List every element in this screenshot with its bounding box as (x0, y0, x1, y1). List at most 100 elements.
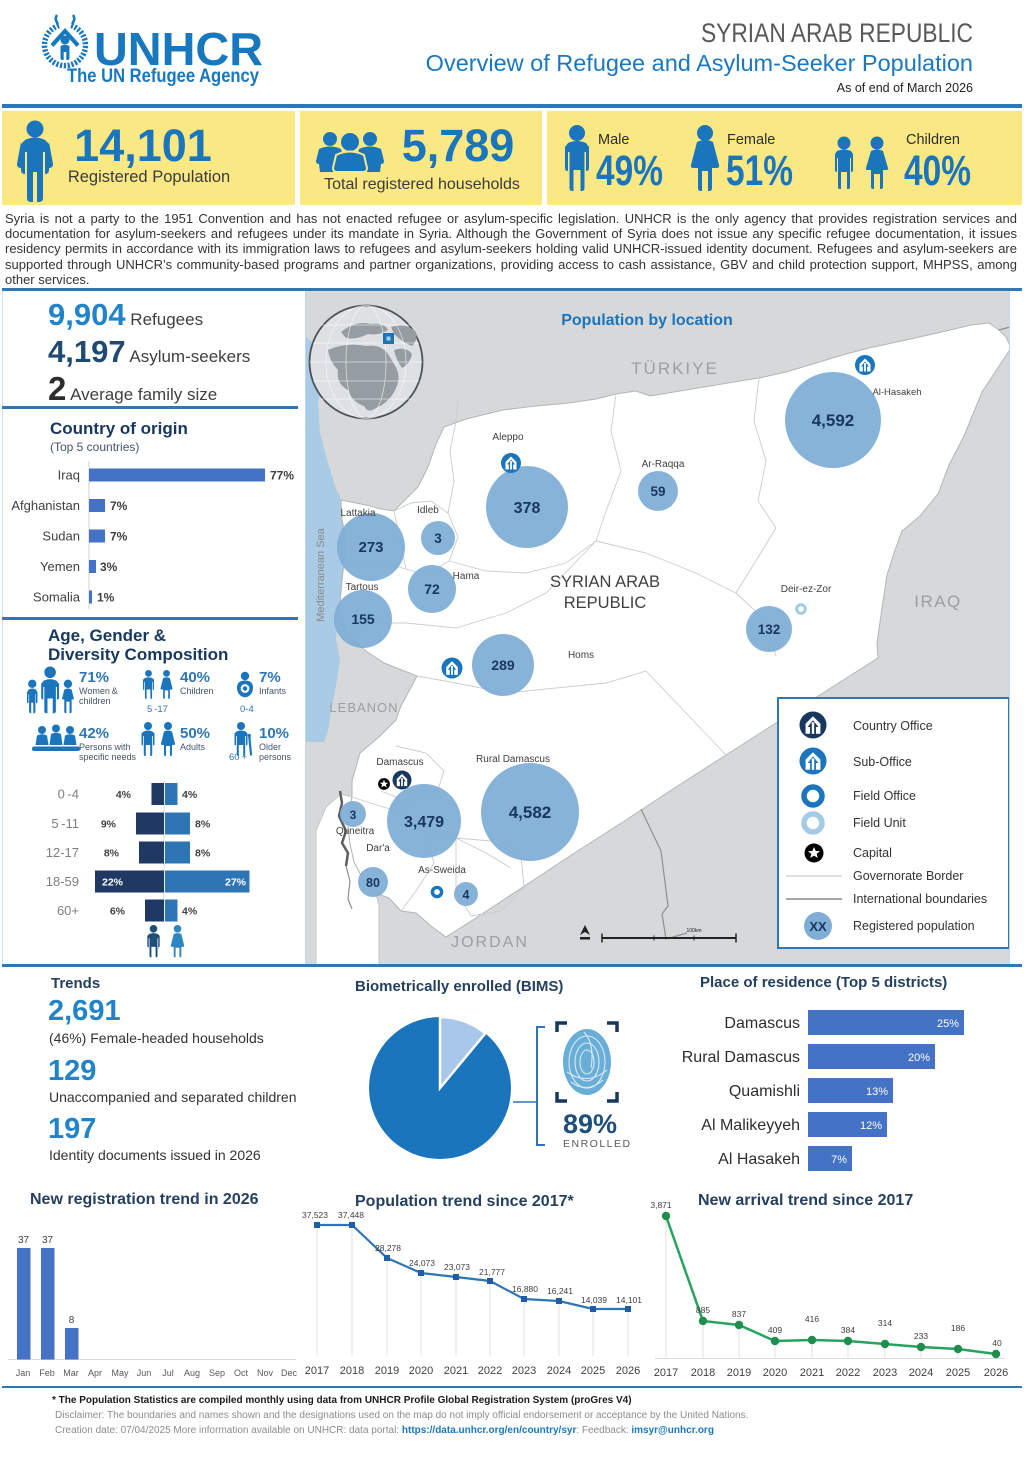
svg-text:885: 885 (696, 1305, 710, 1315)
svg-text:Rural Damascus: Rural Damascus (682, 1049, 800, 1066)
svg-text:TÜRKIYE: TÜRKIYE (631, 359, 719, 378)
svg-text:3: 3 (350, 808, 357, 822)
svg-text:3,871: 3,871 (650, 1200, 672, 1210)
svg-text:40: 40 (992, 1338, 1002, 1348)
svg-text:3: 3 (434, 531, 442, 546)
svg-text:2021: 2021 (800, 1367, 824, 1379)
svg-text:Overview of Refugee and Asylum: Overview of Refugee and Asylum-Seeker Po… (426, 50, 973, 76)
svg-text:Tartous: Tartous (346, 582, 379, 593)
svg-text:Quamishli: Quamishli (729, 1083, 800, 1100)
svg-text:Al Hasakeh: Al Hasakeh (718, 1151, 800, 1168)
svg-text:0 -4: 0 -4 (58, 787, 79, 802)
svg-text:Sep: Sep (209, 1368, 225, 1378)
svg-text:Women &: Women & (79, 686, 118, 696)
svg-text:children: children (79, 696, 111, 706)
svg-text:3%: 3% (100, 560, 118, 574)
svg-text:2017: 2017 (654, 1367, 678, 1379)
svg-text:Older: Older (259, 742, 281, 752)
svg-text:2022: 2022 (478, 1365, 502, 1377)
svg-text:21,777: 21,777 (479, 1267, 505, 1277)
svg-text:16,880: 16,880 (512, 1284, 538, 1294)
svg-text:16,241: 16,241 (547, 1286, 573, 1296)
svg-text:7%: 7% (259, 669, 281, 686)
svg-text:77%: 77% (270, 469, 294, 483)
svg-text:Yemen: Yemen (40, 559, 80, 574)
svg-text:Capital: Capital (853, 846, 892, 860)
svg-text:Jun: Jun (137, 1368, 152, 1378)
svg-text:2021: 2021 (444, 1365, 468, 1377)
svg-text:37,448: 37,448 (338, 1210, 364, 1220)
svg-text:233: 233 (914, 1331, 928, 1341)
svg-text:8: 8 (69, 1315, 75, 1326)
svg-text:SYRIAN ARAB: SYRIAN ARAB (550, 573, 660, 591)
svg-text:Apr: Apr (88, 1368, 102, 1378)
svg-text:JORDAN: JORDAN (451, 934, 529, 951)
svg-text:As-Sweida: As-Sweida (418, 865, 466, 876)
svg-text:Field Office: Field Office (853, 789, 916, 803)
svg-text:Feb: Feb (39, 1368, 55, 1378)
svg-text:40%: 40% (180, 669, 210, 686)
svg-text:Registered population: Registered population (853, 919, 975, 933)
svg-text:LEBANON: LEBANON (329, 700, 398, 715)
svg-text:2026: 2026 (984, 1367, 1008, 1379)
svg-text:XX: XX (809, 919, 827, 934)
svg-text:37,523: 37,523 (302, 1210, 328, 1220)
svg-text:Male: Male (598, 132, 629, 148)
svg-text:409: 409 (768, 1325, 782, 1335)
svg-text:SYRIAN ARAB REPUBLIC: SYRIAN ARAB REPUBLIC (701, 18, 973, 48)
svg-text:72: 72 (424, 581, 440, 597)
svg-text:3,479: 3,479 (404, 814, 444, 831)
svg-text:Sub-Office: Sub-Office (853, 755, 912, 769)
svg-text:1%: 1% (97, 591, 115, 605)
svg-text:80: 80 (366, 876, 380, 890)
svg-text:Afghanistan: Afghanistan (11, 498, 80, 513)
svg-text:7%: 7% (831, 1154, 847, 1166)
svg-text:2025: 2025 (581, 1365, 605, 1377)
svg-text:Infants: Infants (259, 686, 287, 696)
svg-text:7%: 7% (110, 499, 128, 513)
svg-text:12-17: 12-17 (46, 845, 79, 860)
svg-text:Population by location: Population by location (561, 312, 733, 329)
svg-text:20%: 20% (908, 1052, 930, 1064)
svg-text:Children: Children (180, 686, 214, 696)
svg-text:49%: 49% (596, 147, 663, 195)
svg-text:25%: 25% (937, 1018, 959, 1030)
svg-text:0-4: 0-4 (240, 704, 254, 715)
svg-text:Aug: Aug (184, 1368, 200, 1378)
svg-text:Jul: Jul (162, 1368, 174, 1378)
svg-text:59: 59 (650, 484, 665, 499)
svg-text:2023: 2023 (512, 1365, 536, 1377)
svg-text:155: 155 (351, 611, 375, 627)
svg-text:5,789: 5,789 (402, 120, 515, 171)
svg-text:5 -11: 5 -11 (51, 816, 79, 831)
svg-text:8%: 8% (195, 848, 211, 860)
svg-text:71%: 71% (79, 669, 109, 686)
svg-text:6%: 6% (110, 906, 126, 918)
svg-text:specific needs: specific needs (79, 752, 137, 762)
svg-text:Total registered households: Total registered households (324, 176, 520, 193)
svg-text:2018: 2018 (691, 1367, 715, 1379)
svg-text:2017: 2017 (305, 1365, 329, 1377)
svg-text:9%: 9% (101, 819, 117, 831)
svg-text:Children: Children (906, 132, 960, 148)
svg-text:8%: 8% (195, 819, 211, 831)
svg-text:Homs: Homs (568, 650, 594, 661)
svg-text:100km: 100km (686, 928, 701, 934)
svg-text:42%: 42% (79, 725, 109, 742)
svg-text:4%: 4% (116, 789, 132, 801)
svg-text:Sudan: Sudan (42, 529, 80, 544)
svg-text:Dar'a: Dar'a (366, 843, 390, 854)
svg-text:UNHCR: UNHCR (94, 23, 263, 75)
svg-text:Nov: Nov (257, 1368, 274, 1378)
svg-text:Female: Female (727, 132, 775, 148)
svg-text:Ar-Raqqa: Ar-Raqqa (642, 459, 685, 470)
svg-text:37: 37 (42, 1235, 54, 1246)
svg-text:7%: 7% (110, 530, 128, 544)
svg-text:2026: 2026 (616, 1365, 640, 1377)
svg-text:22%: 22% (102, 877, 124, 889)
svg-text:International boundaries: International boundaries (853, 892, 987, 906)
svg-text:2019: 2019 (727, 1367, 751, 1379)
svg-text:132: 132 (758, 622, 781, 637)
svg-text:27%: 27% (225, 877, 247, 889)
svg-text:ENROLLED: ENROLLED (563, 1138, 632, 1150)
